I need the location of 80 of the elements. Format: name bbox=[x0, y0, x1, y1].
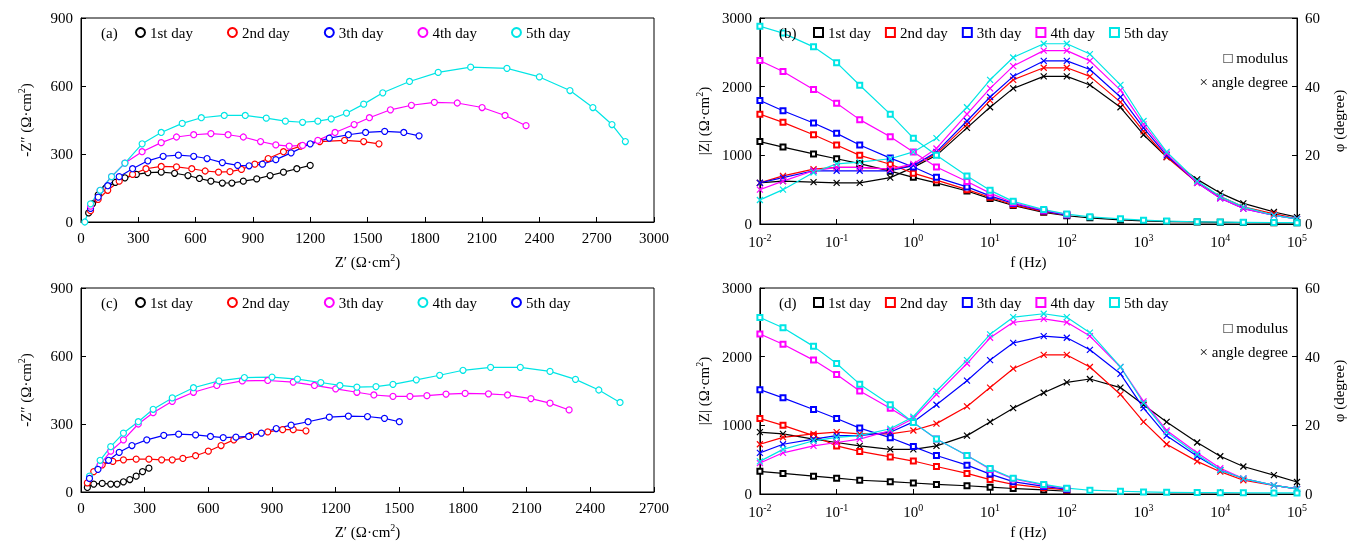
legend-label: 3th day bbox=[338, 294, 384, 311]
x-tick-label: 600 bbox=[197, 499, 220, 516]
y-tick-label: 1000 bbox=[721, 417, 752, 434]
y-axis-title: |Z| (Ω·cm2) bbox=[693, 356, 713, 426]
x-tick-label: 3000 bbox=[639, 229, 669, 246]
x-tick-label: 2700 bbox=[639, 499, 669, 516]
y2-tick-label: 0 bbox=[1305, 486, 1313, 502]
x-tick-label: 2100 bbox=[467, 229, 498, 246]
x-tick-label: 1800 bbox=[448, 499, 478, 516]
y-tick-label: 3000 bbox=[721, 10, 752, 26]
x-axis-title: f (Hz) bbox=[1010, 253, 1047, 271]
annotation: × angle degree bbox=[1199, 73, 1289, 90]
legend-label: 2nd day bbox=[899, 294, 949, 311]
y-axis-title: -Z″ (Ω·cm2) bbox=[15, 353, 35, 427]
y-axis-title: -Z″ (Ω·cm2) bbox=[15, 83, 35, 157]
legend-label: 5th day bbox=[1123, 24, 1170, 41]
legend-label: 1st day bbox=[150, 294, 194, 311]
y2-tick-label: 40 bbox=[1305, 78, 1320, 95]
legend-label: 3th day bbox=[976, 294, 1022, 311]
legend-label: 1st day bbox=[828, 294, 872, 311]
y2-tick-label: 40 bbox=[1305, 348, 1320, 365]
y-tick-label: 0 bbox=[744, 216, 752, 232]
x-tick-label: 1500 bbox=[352, 229, 383, 246]
y2-axis-title: φ (degree) bbox=[1330, 89, 1348, 153]
legend-label: 4th day bbox=[432, 294, 478, 311]
legend-label: 2nd day bbox=[241, 294, 291, 311]
annotation: □ modulus bbox=[1223, 49, 1289, 66]
y-tick-label: 2000 bbox=[721, 78, 752, 95]
x-axis-title: f (Hz) bbox=[1010, 523, 1047, 541]
x-tick-label: 1500 bbox=[384, 499, 415, 516]
legend-label: 1st day bbox=[828, 24, 872, 41]
annotation: □ modulus bbox=[1223, 319, 1289, 336]
x-tick-label: 300 bbox=[133, 499, 156, 516]
legend-label: 4th day bbox=[1050, 294, 1096, 311]
legend-label: 4th day bbox=[432, 24, 478, 41]
legend-label: 5th day bbox=[1123, 294, 1170, 311]
y2-axis-title: φ (degree) bbox=[1330, 359, 1348, 423]
y-tick-label: 300 bbox=[50, 416, 73, 432]
x-tick-label: 300 bbox=[127, 229, 150, 246]
x-tick-label: 1800 bbox=[409, 229, 440, 246]
x-tick-label: 2400 bbox=[524, 229, 555, 246]
y-tick-label: 300 bbox=[50, 146, 73, 162]
x-tick-label: 2700 bbox=[581, 229, 612, 246]
x-tick-label: 1200 bbox=[320, 499, 351, 516]
y2-tick-label: 60 bbox=[1305, 280, 1320, 296]
x-tick-label: 0 bbox=[77, 229, 85, 246]
x-tick-label: 600 bbox=[184, 229, 207, 246]
chart-title: (a) bbox=[101, 24, 118, 42]
annotation: × angle degree bbox=[1199, 343, 1289, 360]
legend-label: 2nd day bbox=[899, 24, 949, 41]
y-tick-label: 3000 bbox=[721, 280, 752, 296]
y-tick-label: 900 bbox=[50, 280, 73, 296]
legend-label: 5th day bbox=[525, 24, 572, 41]
y2-tick-label: 20 bbox=[1305, 417, 1320, 434]
x-tick-label: 1200 bbox=[295, 229, 326, 246]
y-tick-label: 2000 bbox=[721, 348, 752, 365]
y2-tick-label: 60 bbox=[1305, 10, 1320, 26]
y-tick-label: 600 bbox=[50, 78, 73, 94]
legend-label: 2nd day bbox=[241, 24, 291, 41]
x-tick-label: 2400 bbox=[575, 499, 606, 516]
y-tick-label: 0 bbox=[65, 484, 73, 500]
y-tick-label: 0 bbox=[744, 486, 752, 502]
legend-label: 4th day bbox=[1050, 24, 1096, 41]
legend-label: 3th day bbox=[338, 24, 384, 41]
y2-tick-label: 20 bbox=[1305, 147, 1320, 164]
y2-tick-label: 0 bbox=[1305, 216, 1313, 232]
x-tick-label: 2100 bbox=[511, 499, 542, 516]
y-axis-title: |Z| (Ω·cm2) bbox=[693, 86, 713, 156]
y-tick-label: 0 bbox=[65, 214, 73, 230]
y-tick-label: 900 bbox=[50, 10, 73, 26]
x-tick-label: 900 bbox=[241, 229, 265, 246]
chart-title: (d) bbox=[779, 294, 797, 312]
legend-label: 3th day bbox=[976, 24, 1022, 41]
x-tick-label: 900 bbox=[260, 499, 284, 516]
legend-label: 1st day bbox=[150, 24, 194, 41]
legend-label: 5th day bbox=[525, 294, 572, 311]
y-tick-label: 1000 bbox=[721, 147, 752, 164]
y-tick-label: 600 bbox=[50, 348, 73, 364]
x-tick-label: 0 bbox=[77, 499, 85, 516]
chart-title: (c) bbox=[101, 294, 118, 312]
